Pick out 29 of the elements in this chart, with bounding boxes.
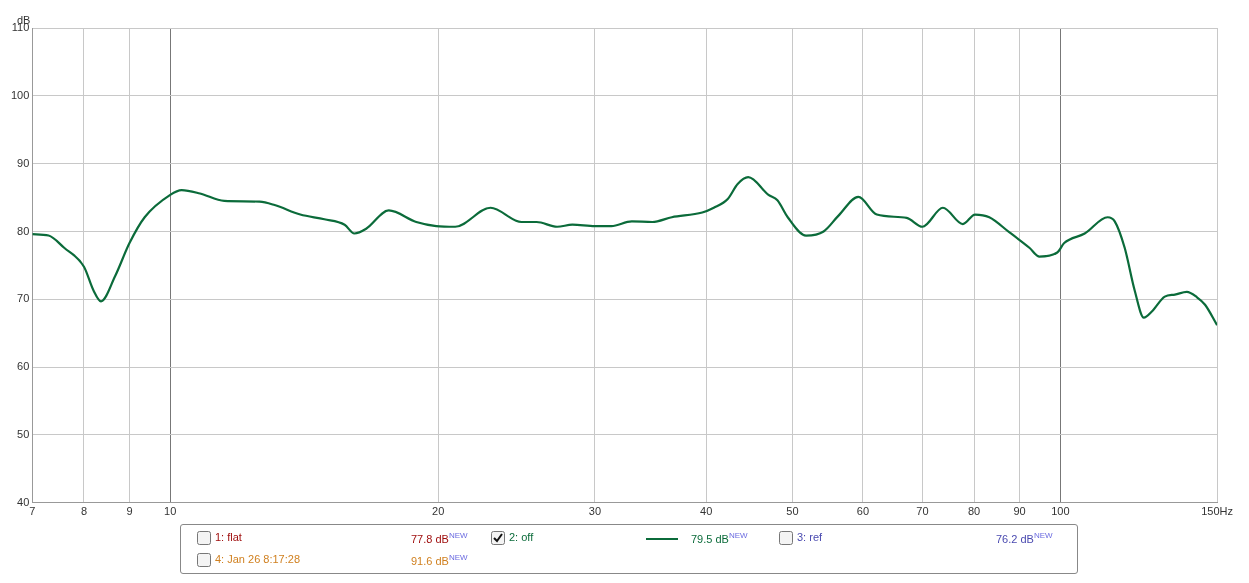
x-tick-label: 100: [1051, 505, 1070, 518]
text: 76.2 dB$^{NEW}$: [996, 531, 1053, 545]
x-tick-label: 7: [29, 505, 36, 518]
x-tick-label: 90: [1013, 505, 1026, 518]
x-tick-label: 30: [588, 505, 602, 518]
text: 1: flat: [215, 531, 242, 543]
y-tick-label: 90: [17, 156, 30, 169]
x-tick-label: 20: [432, 505, 445, 518]
x-tick-label: 70: [916, 505, 929, 518]
x-tick-label: 50: [786, 505, 799, 518]
x-tick-label: 80: [967, 505, 981, 518]
x-tick-label: 150Hz: [1201, 505, 1233, 518]
text: 2: off: [509, 531, 534, 543]
text: 79.5 dB$^{NEW}$: [691, 531, 748, 545]
y-tick-label: 100: [10, 88, 30, 101]
x-tick-label: 40: [700, 505, 713, 518]
text: 4: Jan 26 8:17:28: [215, 553, 301, 565]
text: 77.8 dB$^{NEW}$: [411, 531, 468, 545]
x-tick-label: 8: [80, 505, 88, 518]
text: 91.6 dB$^{NEW}$: [411, 553, 468, 567]
y-tick-label: 80: [17, 224, 30, 237]
x-tick-label: 60: [856, 505, 870, 518]
y-tick-label: 70: [17, 292, 30, 305]
y-tick-label: 40: [17, 495, 30, 508]
text: 3: ref: [797, 531, 823, 543]
x-tick-label: 9: [126, 505, 133, 518]
y-tick-label: 50: [17, 428, 30, 440]
x-tick-label: 10: [164, 505, 177, 518]
y-tick-label: 60: [17, 360, 30, 373]
